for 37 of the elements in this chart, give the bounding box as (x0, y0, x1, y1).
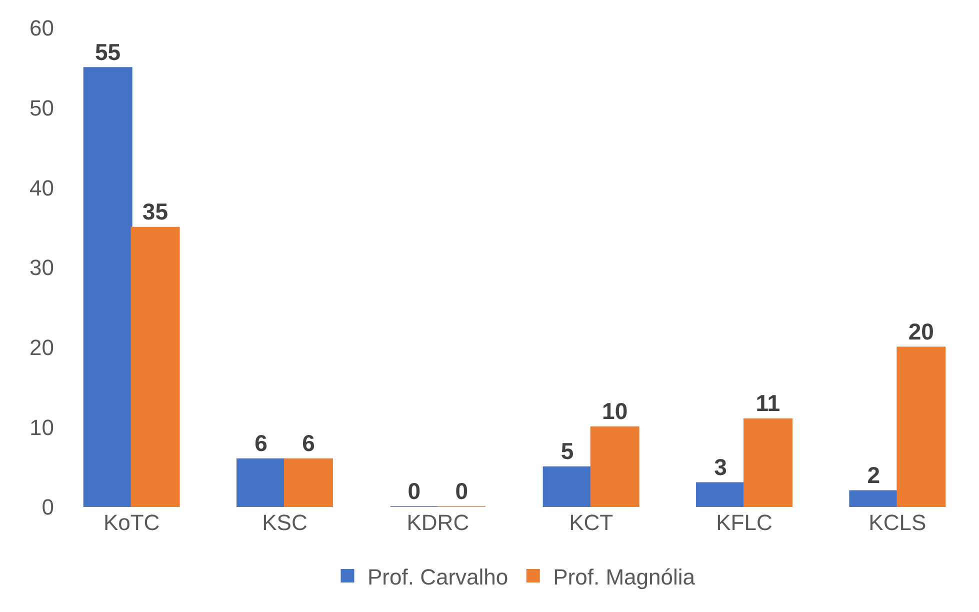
data-label: 6 (254, 430, 268, 456)
bar (542, 466, 592, 507)
legend-label: Prof. Carvalho (368, 564, 508, 590)
data-label: 35 (142, 198, 168, 225)
bar (130, 226, 180, 507)
y-tick-label: 10 (30, 414, 54, 440)
y-tick-label: 40 (30, 175, 54, 200)
y-tick-label: 50 (30, 96, 54, 121)
bar (849, 490, 898, 507)
data-label: 0 (408, 478, 421, 504)
x-tick-label: KSC (262, 510, 308, 535)
bar (590, 426, 640, 507)
legend-label: Prof. Magnólia (553, 564, 696, 590)
data-label: 6 (302, 430, 315, 456)
data-label: 11 (756, 390, 780, 416)
y-tick-label: 30 (30, 255, 54, 280)
data-label: 55 (94, 38, 121, 65)
bar (83, 67, 132, 507)
data-label: 10 (602, 398, 628, 424)
bar (896, 346, 946, 507)
bar (236, 458, 286, 507)
data-label: 2 (867, 462, 880, 488)
y-tick-label: 0 (42, 494, 54, 520)
x-tick-label: KCT (569, 510, 614, 535)
y-tick-label: 20 (30, 335, 54, 360)
data-label: 5 (560, 438, 574, 464)
data-label: 3 (714, 454, 727, 480)
y-tick-label: 60 (30, 16, 54, 41)
bar (284, 458, 333, 507)
x-tick-label: KoTC (103, 510, 160, 535)
data-label: 20 (908, 318, 934, 344)
bar (744, 418, 792, 507)
x-tick-label: KFLC (716, 510, 772, 535)
x-tick-label: KDRC (406, 510, 470, 535)
bar (696, 482, 745, 507)
data-label: 0 (455, 478, 468, 504)
x-tick-label: KCLS (868, 510, 926, 535)
